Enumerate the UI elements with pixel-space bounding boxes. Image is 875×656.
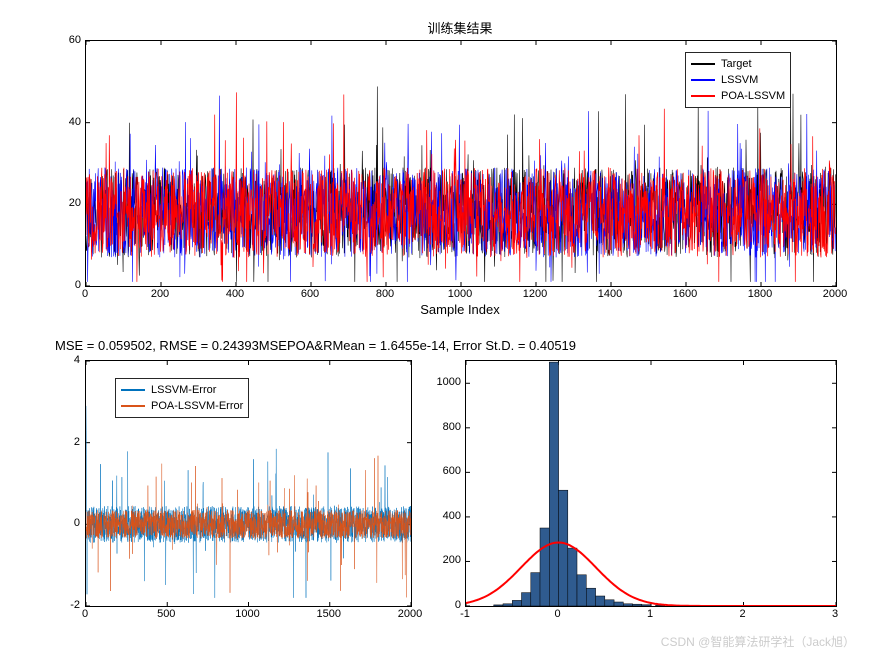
legend-label: POA-LSSVM <box>721 90 785 102</box>
legend-label: Target <box>721 58 752 70</box>
legend-item: LSSVM-Error <box>121 382 243 398</box>
bl-xtick: 1500 <box>317 608 341 620</box>
legend-item: POA-LSSVM <box>691 88 785 104</box>
br-xtick: 0 <box>554 608 560 620</box>
top-xlabel: Sample Index <box>85 302 835 317</box>
top-xtick: 2000 <box>823 288 847 300</box>
top-ytick: 40 <box>55 116 81 128</box>
br-xtick: 3 <box>832 608 838 620</box>
bl-ytick: 4 <box>60 354 80 366</box>
bl-legend: LSSVM-Error POA-LSSVM-Error <box>115 378 249 418</box>
figure: 训练集结果 0200400600800100012001400160018002… <box>0 0 875 656</box>
bl-xtick: 500 <box>157 608 175 620</box>
top-xtick: 600 <box>301 288 319 300</box>
br-ytick: 400 <box>427 510 461 522</box>
top-xtick: 1600 <box>673 288 697 300</box>
legend-swatch <box>121 405 145 407</box>
top-xtick: 1000 <box>448 288 472 300</box>
top-legend: Target LSSVM POA-LSSVM <box>685 52 791 108</box>
legend-swatch <box>691 95 715 97</box>
bl-xtick: 1000 <box>235 608 259 620</box>
top-xtick: 0 <box>82 288 88 300</box>
br-xtick: -1 <box>460 608 470 620</box>
legend-swatch <box>691 63 715 65</box>
top-xtick: 1800 <box>748 288 772 300</box>
br-ytick: 0 <box>427 599 461 611</box>
br-ytick: 800 <box>427 421 461 433</box>
br-ytick: 1000 <box>427 376 461 388</box>
top-xtick: 200 <box>151 288 169 300</box>
top-xtick: 1400 <box>598 288 622 300</box>
watermark: CSDN @智能算法研学社（Jack旭） <box>661 633 855 650</box>
br-axes <box>465 360 837 607</box>
top-xtick: 800 <box>376 288 394 300</box>
bl-ytick: 0 <box>60 517 80 529</box>
legend-item: LSSVM <box>691 72 785 88</box>
top-xtick: 400 <box>226 288 244 300</box>
legend-swatch <box>691 79 715 81</box>
br-xtick: 2 <box>739 608 745 620</box>
legend-label: LSSVM-Error <box>151 384 216 396</box>
top-ytick: 60 <box>55 34 81 46</box>
br-plot <box>466 361 836 606</box>
top-ytick: 0 <box>55 279 81 291</box>
legend-swatch <box>121 389 145 391</box>
bl-title: MSE = 0.059502, RMSE = 0.24393MSEPOA&RMe… <box>55 338 835 353</box>
bl-ytick: 2 <box>60 436 80 448</box>
top-xtick: 1200 <box>523 288 547 300</box>
legend-label: LSSVM <box>721 74 758 86</box>
br-ytick: 600 <box>427 465 461 477</box>
legend-item: POA-LSSVM-Error <box>121 398 243 414</box>
legend-item: Target <box>691 56 785 72</box>
top-ytick: 20 <box>55 197 81 209</box>
top-title: 训练集结果 <box>85 18 835 37</box>
bl-ytick: -2 <box>60 599 80 611</box>
br-xtick: 1 <box>647 608 653 620</box>
bl-xtick: 0 <box>82 608 88 620</box>
bl-xtick: 2000 <box>398 608 422 620</box>
legend-label: POA-LSSVM-Error <box>151 400 243 412</box>
br-ytick: 200 <box>427 554 461 566</box>
